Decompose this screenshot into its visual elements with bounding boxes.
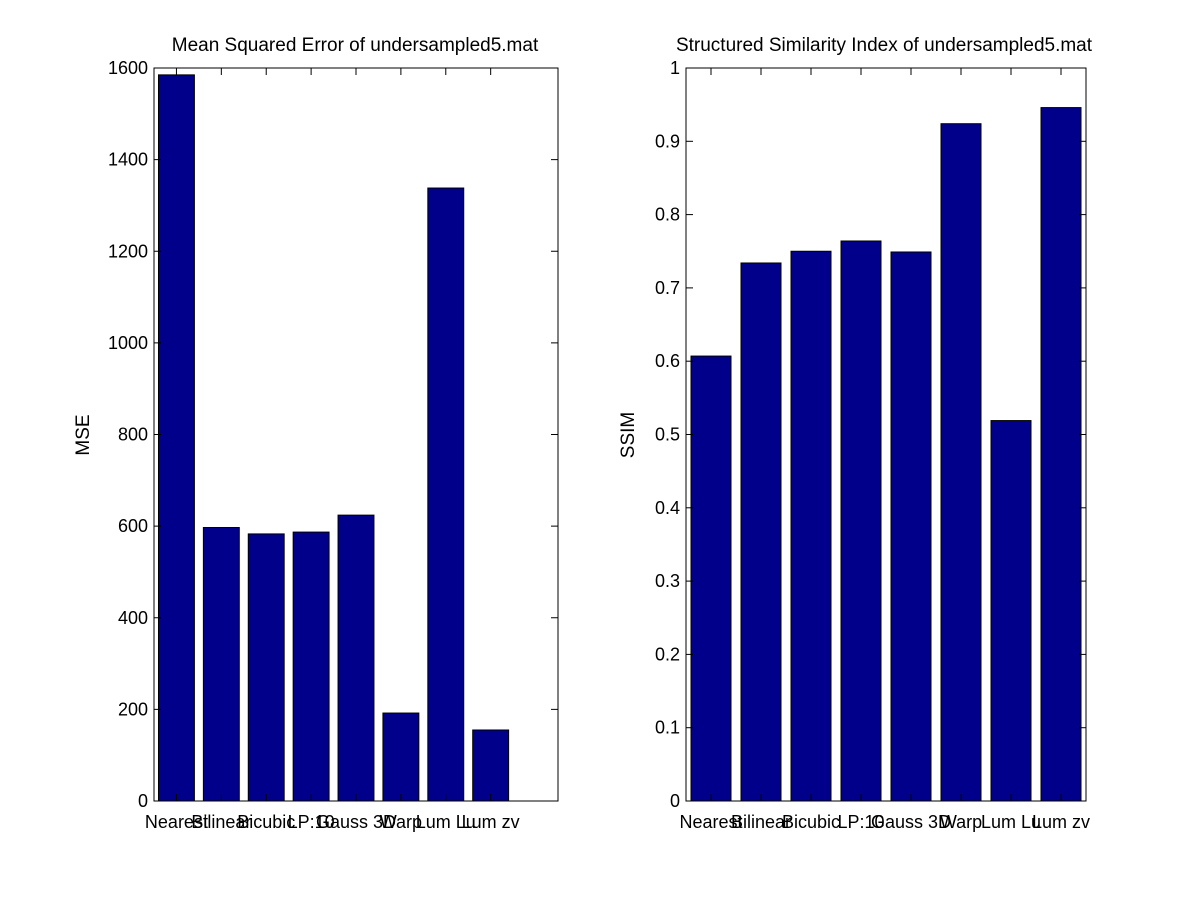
mse-bar — [202, 526, 240, 802]
ssim-chart-title: Structured Similarity Index of undersamp… — [676, 35, 1093, 56]
ssim-ticks: 0 0.1 0.2 0.3 0.4 0.5 0.6 0.7 0.8 0.9 1 — [655, 58, 1086, 811]
ssim-bar — [840, 240, 882, 802]
ssim-category-label: LP:10 — [837, 812, 884, 832]
ssim-bars — [690, 107, 1082, 802]
ssim-y-tick-label: 0 — [670, 791, 680, 811]
ssim-bar — [990, 420, 1032, 802]
ssim-y-tick-label: 0.5 — [655, 425, 680, 445]
mse-category-label: LP:10 — [288, 812, 335, 832]
ssim-y-tick-label: 0.2 — [655, 644, 680, 664]
ssim-y-tick-label: 0.4 — [655, 498, 680, 518]
ssim-y-tick-label: 0.6 — [655, 351, 680, 371]
mse-bar — [382, 712, 420, 802]
ssim-bar — [740, 262, 782, 802]
ssim-y-tick-label: 1 — [670, 58, 680, 78]
ssim-category-label: Gauss 3D — [871, 812, 951, 832]
ssim-bar — [890, 251, 932, 802]
mse-plot-frame — [153, 67, 559, 802]
mse-bar — [427, 187, 465, 802]
ssim-y-tick-label: 0.3 — [655, 571, 680, 591]
ssim-category-label: Lum Lu — [981, 812, 1041, 832]
mse-bars — [157, 74, 510, 802]
ssim-category-label: Bicubic — [782, 812, 840, 832]
mse-category-label: Lum zv — [462, 812, 520, 832]
ssim-category-label: Lum zv — [1032, 812, 1090, 832]
mse-y-tick-label: 0 — [138, 791, 148, 811]
ssim-category-label: Nearest — [679, 812, 742, 832]
mse-category-label: Gauss 3D — [316, 812, 396, 832]
mse-y-tick-label: 1400 — [108, 150, 148, 170]
ssim-category-label: Warp — [940, 812, 982, 832]
mse-y-tick-label: 800 — [118, 425, 148, 445]
ssim-y-tick-label: 0.7 — [655, 278, 680, 298]
mse-bar — [292, 531, 330, 802]
ssim-bar — [790, 250, 832, 802]
mse-bar — [472, 729, 510, 802]
ssim-y-tick-label: 0.8 — [655, 205, 680, 225]
ssim-category-label: Bilinear — [731, 812, 791, 832]
mse-panel: Mean Squared Error of undersampled5.mat … — [73, 35, 559, 832]
mse-y-tick-label: 1000 — [108, 333, 148, 353]
mse-bar — [247, 533, 285, 802]
ssim-bar — [1040, 107, 1082, 802]
ssim-plot-frame — [685, 67, 1087, 802]
mse-category-label: Nearest — [145, 812, 208, 832]
mse-chart-title: Mean Squared Error of undersampled5.mat — [172, 35, 539, 56]
ssim-bar — [940, 123, 982, 802]
mse-y-tick-label: 1200 — [108, 241, 148, 261]
mse-bar — [337, 514, 375, 802]
ssim-panel: Structured Similarity Index of undersamp… — [618, 35, 1093, 832]
mse-ticks: 0 200 400 600 800 1000 1200 1400 1600 — [108, 58, 558, 811]
mse-y-tick-label: 600 — [118, 516, 148, 536]
ssim-y-tick-label: 0.1 — [655, 718, 680, 738]
ssim-y-tick-label: 0.9 — [655, 131, 680, 151]
mse-y-axis-label: MSE — [73, 414, 94, 455]
mse-bar — [157, 74, 195, 802]
ssim-y-axis-label: SSIM — [618, 412, 639, 458]
mse-category-label: Bicubic — [237, 812, 295, 832]
mse-category-label: Warp — [380, 812, 422, 832]
ssim-bar — [690, 355, 732, 802]
mse-category-label: Lum Lu — [416, 812, 476, 832]
mse-category-label: Bilinear — [191, 812, 251, 832]
mse-y-tick-label: 200 — [118, 699, 148, 719]
mse-y-tick-label: 400 — [118, 608, 148, 628]
mse-y-tick-label: 1600 — [108, 58, 148, 78]
